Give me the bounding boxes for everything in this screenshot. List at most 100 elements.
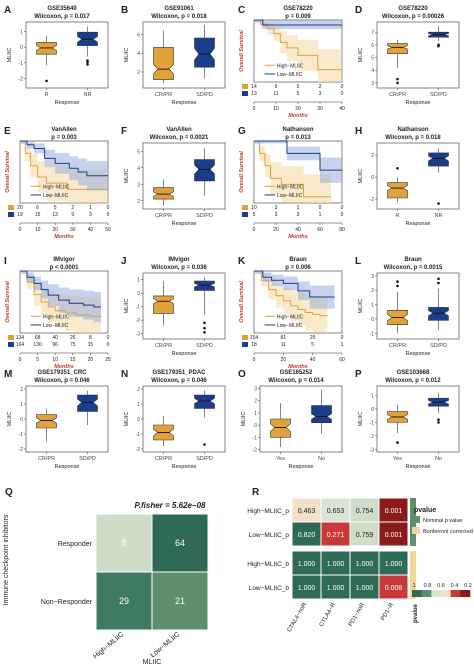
x-tick-label: CR/PR [389, 343, 406, 349]
heatmap-value: 0.271 [327, 532, 345, 539]
risk-count: 96 [52, 342, 58, 348]
x-axis-label: Response [406, 100, 431, 106]
risk-count: 6 [36, 205, 39, 211]
x-tick-label: CR/PR [155, 92, 172, 98]
heatmap-cell [151, 513, 209, 573]
panel-letter: H [355, 126, 362, 137]
row-annotation [410, 575, 416, 599]
y-tick-label: -1 [19, 61, 24, 67]
outlier-point [396, 280, 399, 283]
x-tick-label: 25 [105, 357, 111, 363]
x-axis-label: Response [406, 351, 431, 357]
heatmap-cell [378, 521, 409, 547]
y-tick-label: -2 [370, 434, 375, 440]
risk-count: 5 [311, 342, 314, 348]
y-tick-label: 0 [371, 317, 374, 323]
y-tick-label: 6 [137, 32, 140, 38]
risk-count: 9 [275, 84, 278, 90]
risk-count: 14 [251, 84, 257, 90]
heatmap-value: 0.008 [385, 585, 403, 592]
panel-f: F VanAllen Wilcoxon, p = 0.0021 2 3 4 5 MLIIC CR… [121, 126, 226, 227]
risk-swatch [8, 205, 14, 210]
panel-title: GSE103668 [397, 370, 430, 376]
risk-count: 25 [310, 335, 316, 341]
panel-letter: E [4, 126, 11, 137]
y-tick-label: 2 [137, 70, 140, 76]
survival-curve-1 [254, 270, 335, 298]
heatmap-value: 0.653 [327, 508, 345, 515]
panel-title: GSE78220 [398, 6, 428, 12]
risk-count: 5 [297, 84, 300, 90]
y-axis-label: MLIIC [124, 169, 130, 184]
col-label: High−MLIIC [92, 631, 125, 660]
x-tick-label: No [318, 456, 325, 462]
risk-count: 10 [251, 205, 257, 211]
outlier-point [437, 418, 440, 421]
ci-band-1 [20, 141, 108, 191]
x-tick-label: 20 [281, 357, 287, 363]
y-axis-label: MLIIC [124, 48, 130, 63]
y-axis-label: MLIIC [7, 48, 13, 63]
heatmap-value: 0.001 [385, 508, 403, 515]
y-tick-label: -2 [253, 448, 258, 454]
outlier-point [203, 321, 206, 325]
x-tick-label: SD/PD [196, 213, 213, 219]
risk-count: 15 [88, 342, 94, 348]
panel-title: Braun [289, 257, 307, 263]
legend-label-0: High−MLIIC [43, 314, 70, 320]
heatmap-cell [151, 571, 209, 631]
x-tick-label: 10 [52, 357, 58, 363]
y-axis-label: MLIIC [358, 169, 364, 184]
annotation-axis-label: pvalue [413, 603, 419, 623]
y-tick-label: 2 [371, 153, 374, 159]
panel-k: K Braun p = 0.006 Overall Survival High−MLII… [238, 256, 345, 370]
heatmap-value: 0.463 [298, 508, 316, 515]
panel-letter: G [238, 126, 246, 137]
x-tick-label: SD/PD [430, 343, 447, 349]
y-tick-label: 7 [371, 30, 374, 36]
y-tick-label: 1 [20, 402, 23, 408]
outlier-point [396, 167, 399, 170]
risk-count: 2 [71, 205, 74, 211]
risk-count: 18 [251, 342, 257, 348]
panel-c: C GSE78220 p = 0.009 Overall Survival High−M… [238, 5, 345, 119]
panel-subtitle: Wilcoxon, p = 0.046 [151, 378, 207, 384]
x-axis-label: Months [288, 364, 308, 370]
panel-subtitle: p = 0.013 [285, 135, 311, 141]
y-tick-label: 5 [137, 149, 140, 155]
risk-swatch [8, 212, 14, 217]
x-tick-label: CR/PR [155, 343, 172, 349]
risk-count: 0 [107, 205, 110, 211]
heatmap-value: 1.000 [327, 561, 345, 568]
legend-label-1: Low−MLIIC [43, 193, 69, 199]
y-tick-label: 2 [254, 399, 257, 405]
y-tick-label: 1 [254, 411, 257, 417]
panel-subtitle: Wilcoxon, p = 0.036 [151, 265, 207, 271]
y-tick-label: -1 [370, 420, 375, 426]
box-1 [194, 37, 215, 68]
y-tick-label: 4 [371, 68, 374, 74]
panel-subtitle: p = 0.006 [285, 265, 311, 271]
x-axis-label: Months [54, 234, 74, 240]
legend-label-0: High−MLIIC [277, 184, 304, 190]
box-0 [36, 414, 57, 429]
panel-letter: D [355, 5, 362, 16]
color-scale-tick: 0.8 [424, 583, 432, 589]
row-annotation [410, 498, 416, 522]
x-tick-label: 10 [35, 227, 41, 233]
panel-d: D GSE78220 Wilcoxon, p = 0.00026 3 4 5 6 7 MLIIC… [355, 5, 460, 106]
panel-e: E VanAllen p = 0.003 Overall Survival High−M… [4, 126, 111, 240]
outlier-point [396, 284, 399, 288]
panel-title: GSE179351_PDAC [152, 370, 206, 376]
row-label: High−MLIIC_p [247, 508, 289, 515]
x-axis-label: Months [54, 364, 74, 370]
heatmap-value: 8 [121, 538, 126, 548]
risk-count: 1 [341, 342, 344, 348]
x-tick-label: CR/PR [38, 456, 55, 462]
heatmap-cell [291, 497, 322, 523]
panel-title: VanAllen [51, 127, 77, 133]
risk-count: 164 [16, 342, 25, 348]
y-tick-label: -2 [19, 77, 24, 83]
box-0 [270, 418, 291, 438]
risk-count: 0 [341, 212, 344, 218]
